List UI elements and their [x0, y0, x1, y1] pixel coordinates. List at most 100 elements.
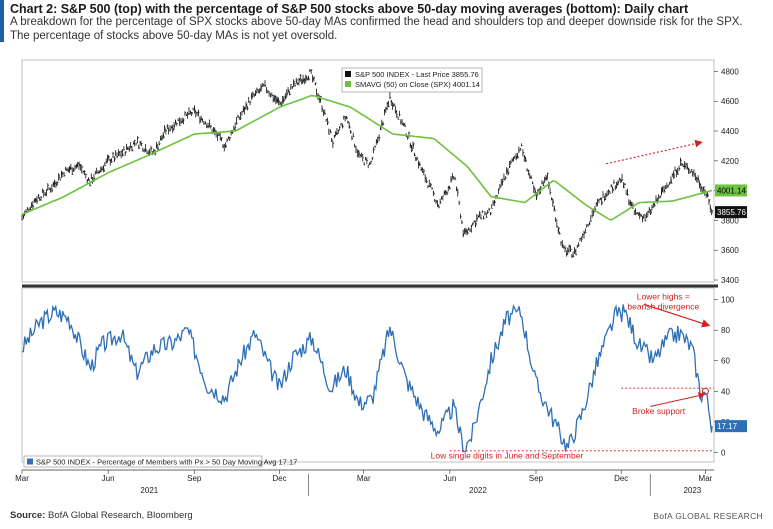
price-bar-tick	[21, 218, 24, 221]
price-bar-tick	[153, 149, 156, 152]
price-bar-tick	[209, 123, 211, 125]
price-bar-tick	[415, 157, 418, 162]
source-text: BofA Global Research, Bloomberg	[48, 510, 193, 521]
price-bar-tick	[210, 125, 213, 127]
price-bar-tick	[545, 175, 548, 181]
price-bar-tick	[601, 201, 604, 206]
price-bar-tick	[138, 146, 141, 149]
source-label: Source:	[10, 510, 46, 521]
price-bar-tick	[457, 191, 460, 193]
price-bar-tick	[281, 104, 283, 106]
price-bar-tick	[226, 138, 229, 142]
x-tick-label: Jun	[102, 474, 115, 483]
breadth-line	[22, 304, 713, 453]
price-bar-tick	[225, 144, 228, 148]
price-bar-tick	[172, 127, 175, 131]
price-bar-tick	[487, 210, 490, 213]
bottom-panel-frame	[21, 287, 715, 463]
price-bar-tick	[411, 147, 414, 152]
top-legend-box	[341, 67, 483, 93]
price-bar-tick	[623, 185, 625, 188]
price-bar-tick	[430, 183, 433, 186]
legend-price-label: S&P 500 INDEX - Last Price 3855.76	[355, 70, 479, 79]
price-bar-tick	[486, 216, 488, 218]
annotations: Lower highs =bearish divergence Broke sup…	[431, 139, 711, 460]
legend-ma-label: SMAVG (50) on Close (SPX) 4001.14	[355, 80, 480, 89]
price-bar-tick	[346, 116, 348, 119]
price-bar-tick	[494, 200, 496, 204]
price-bar-tick	[540, 186, 542, 188]
price-bar-tick	[704, 190, 707, 192]
price-bar-tick	[324, 112, 327, 115]
price-bar-tick	[416, 158, 419, 160]
price-bar-tick	[502, 180, 504, 183]
price-bar-tick	[350, 130, 352, 133]
price-bar-tick	[578, 244, 580, 246]
price-bar-tick	[488, 208, 491, 211]
price-bar-tick	[659, 195, 662, 198]
price-bar-tick	[198, 111, 200, 113]
price-bar-tick	[433, 191, 435, 195]
price-bar-tick	[293, 80, 295, 84]
price-bar-tick	[610, 185, 613, 187]
price-bar-tick	[128, 148, 131, 151]
source-note: Source: BofA Global Research, Bloomberg	[10, 510, 193, 521]
price-bar-tick	[338, 129, 340, 132]
price-bar-tick	[708, 199, 711, 203]
price-bar-tick	[229, 136, 232, 140]
price-bar-tick	[533, 186, 536, 191]
price-bar-tick	[449, 187, 452, 190]
legend-swatch-ma	[345, 81, 351, 87]
price-bar-tick	[613, 181, 616, 184]
price-bar-tick	[55, 181, 58, 187]
price-bar-tick	[90, 176, 93, 179]
price-bar-tick	[442, 195, 445, 197]
price-bar-tick	[38, 194, 40, 196]
price-bar-tick	[543, 184, 545, 187]
price-bar-tick	[450, 177, 453, 182]
chart-subtitle: A breakdown for the percentage of SPX st…	[10, 16, 743, 42]
price-bar-tick	[617, 180, 620, 185]
price-bar-tick	[80, 164, 82, 166]
top-y-tick-label: 3800	[721, 216, 739, 225]
x-tick-label: Sep	[187, 474, 202, 483]
price-bar-tick	[276, 97, 279, 103]
price-last-value-bg	[715, 206, 747, 219]
top-y-tick-label: 4600	[721, 97, 739, 106]
legends: S&P 500 INDEX - Last Price 3855.76SMAVG …	[23, 67, 483, 468]
price-bar-tick	[467, 231, 469, 234]
price-bar-tick	[166, 125, 169, 128]
price-bar-tick	[205, 122, 207, 125]
price-bar-tick	[112, 152, 115, 154]
price-bar-tick	[268, 92, 271, 94]
last-value-labels: 4001.14 3855.76 17.17	[715, 184, 747, 433]
price-bar-tick	[557, 227, 560, 233]
price-bar-tick	[399, 114, 401, 116]
price-bar-tick	[414, 153, 416, 157]
ma-last-value-bg	[715, 184, 747, 197]
price-bar-tick	[180, 120, 183, 124]
x-year-label: 2021	[140, 486, 158, 495]
annotation-lower-highs: Lower highs =	[637, 292, 690, 302]
price-bar-tick	[564, 247, 567, 250]
price-bar-tick	[145, 148, 147, 152]
price-bar-tick	[327, 121, 329, 125]
price-bar-tick	[673, 170, 676, 179]
top-y-tick-label: 4800	[721, 67, 739, 76]
price-ohlc-bars	[21, 69, 714, 258]
bottom-y-tick-label: 80	[721, 326, 730, 335]
price-bar-tick	[295, 79, 298, 84]
price-bar-tick	[191, 112, 194, 115]
price-bar-tick	[528, 170, 530, 172]
price-bar-tick	[547, 172, 549, 175]
price-bar-tick	[663, 189, 666, 193]
price-bar-tick	[505, 176, 507, 179]
ma50-line	[21, 94, 713, 221]
price-bar-tick	[498, 188, 500, 191]
bottom-y-tick-label: 40	[721, 387, 730, 396]
price-bar-tick	[670, 177, 673, 184]
price-bar-tick	[370, 160, 373, 163]
price-bar-tick	[570, 248, 572, 251]
price-bar-tick	[347, 120, 350, 124]
